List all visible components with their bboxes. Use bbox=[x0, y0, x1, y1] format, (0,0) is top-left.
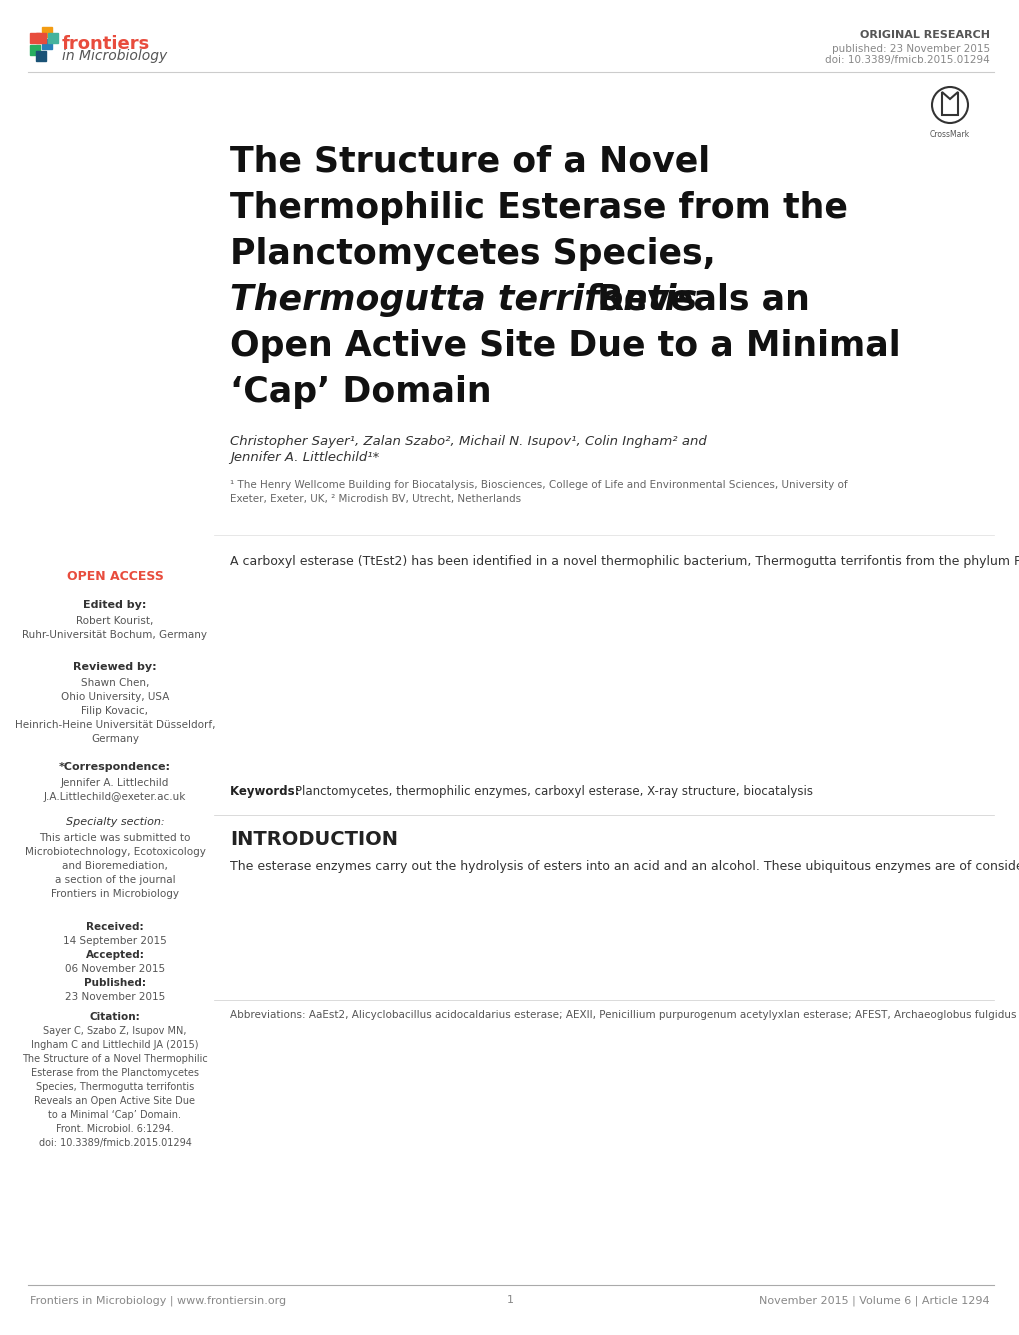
Text: Shawn Chen,
Ohio University, USA
Filip Kovacic,
Heinrich-Heine Universität Düsse: Shawn Chen, Ohio University, USA Filip K… bbox=[14, 678, 215, 744]
Text: 06 November 2015: 06 November 2015 bbox=[65, 964, 165, 975]
Text: The Structure of a Novel: The Structure of a Novel bbox=[229, 146, 709, 179]
Text: 1: 1 bbox=[506, 1295, 513, 1306]
Text: Received:: Received: bbox=[86, 922, 144, 932]
Text: Frontiers in Microbiology | www.frontiersin.org: Frontiers in Microbiology | www.frontier… bbox=[30, 1295, 286, 1306]
Text: Edited by:: Edited by: bbox=[84, 599, 147, 610]
Text: Reviewed by:: Reviewed by: bbox=[73, 662, 157, 672]
Text: Christopher Sayer¹, Zalan Szabo², Michail N. Isupov¹, Colin Ingham² and: Christopher Sayer¹, Zalan Szabo², Michai… bbox=[229, 435, 706, 449]
Text: Keywords:: Keywords: bbox=[229, 785, 304, 798]
Text: Accepted:: Accepted: bbox=[86, 951, 145, 960]
Text: Specialty section:: Specialty section: bbox=[65, 817, 164, 826]
Text: This article was submitted to
Microbiotechnology, Ecotoxicology
and Bioremediati: This article was submitted to Microbiote… bbox=[24, 833, 205, 898]
Text: 14 September 2015: 14 September 2015 bbox=[63, 936, 167, 947]
Text: Planctomycetes, thermophilic enzymes, carboxyl esterase, X-ray structure, biocat: Planctomycetes, thermophilic enzymes, ca… bbox=[294, 785, 812, 798]
Text: Jennifer A. Littlechild
J.A.Littlechild@exeter.ac.uk: Jennifer A. Littlechild J.A.Littlechild@… bbox=[44, 778, 186, 802]
Text: Reveals an: Reveals an bbox=[585, 283, 809, 316]
Bar bbox=[48, 33, 58, 43]
Text: in Microbiology: in Microbiology bbox=[62, 49, 167, 63]
Text: Robert Kourist,
Ruhr-Universität Bochum, Germany: Robert Kourist, Ruhr-Universität Bochum,… bbox=[22, 615, 207, 639]
Text: Open Active Site Due to a Minimal: Open Active Site Due to a Minimal bbox=[229, 328, 900, 363]
Text: 23 November 2015: 23 November 2015 bbox=[65, 992, 165, 1003]
Text: Thermophilic Esterase from the: Thermophilic Esterase from the bbox=[229, 191, 847, 226]
Text: Thermogutta terrifontis: Thermogutta terrifontis bbox=[229, 283, 696, 316]
Bar bbox=[30, 45, 40, 55]
Bar bbox=[36, 51, 46, 61]
Text: *Correspondence:: *Correspondence: bbox=[59, 762, 171, 772]
Text: Sayer C, Szabo Z, Isupov MN,
Ingham C and Littlechild JA (2015)
The Structure of: Sayer C, Szabo Z, Isupov MN, Ingham C an… bbox=[22, 1027, 208, 1148]
Bar bbox=[36, 33, 46, 43]
Text: A carboxyl esterase (TtEst2) has been identified in a novel thermophilic bacteri: A carboxyl esterase (TtEst2) has been id… bbox=[229, 555, 1019, 567]
Text: Published:: Published: bbox=[84, 979, 146, 988]
Bar bbox=[42, 39, 52, 49]
Text: published: 23 November 2015: published: 23 November 2015 bbox=[832, 44, 989, 53]
Text: November 2015 | Volume 6 | Article 1294: November 2015 | Volume 6 | Article 1294 bbox=[758, 1295, 989, 1306]
Text: Planctomycetes Species,: Planctomycetes Species, bbox=[229, 238, 715, 271]
Bar bbox=[30, 33, 40, 43]
Text: Abbreviations: AaEst2, Alicyclobacillus acidocaldarius esterase; AEXII, Penicill: Abbreviations: AaEst2, Alicyclobacillus … bbox=[229, 1011, 1019, 1020]
Text: OPEN ACCESS: OPEN ACCESS bbox=[66, 570, 163, 583]
Text: Jennifer A. Littlechild¹*: Jennifer A. Littlechild¹* bbox=[229, 451, 379, 465]
Text: ¹ The Henry Wellcome Building for Biocatalysis, Biosciences, College of Life and: ¹ The Henry Wellcome Building for Biocat… bbox=[229, 481, 847, 505]
Text: Citation:: Citation: bbox=[90, 1012, 141, 1023]
Text: ‘Cap’ Domain: ‘Cap’ Domain bbox=[229, 375, 491, 409]
Text: frontiers: frontiers bbox=[62, 35, 150, 53]
Text: ORIGINAL RESEARCH: ORIGINAL RESEARCH bbox=[859, 29, 989, 40]
Text: doi: 10.3389/fmicb.2015.01294: doi: 10.3389/fmicb.2015.01294 bbox=[824, 55, 989, 65]
Bar bbox=[42, 27, 52, 37]
Text: INTRODUCTION: INTRODUCTION bbox=[229, 830, 397, 849]
Text: The esterase enzymes carry out the hydrolysis of esters into an acid and an alco: The esterase enzymes carry out the hydro… bbox=[229, 860, 1019, 873]
Text: CrossMark: CrossMark bbox=[929, 129, 969, 139]
